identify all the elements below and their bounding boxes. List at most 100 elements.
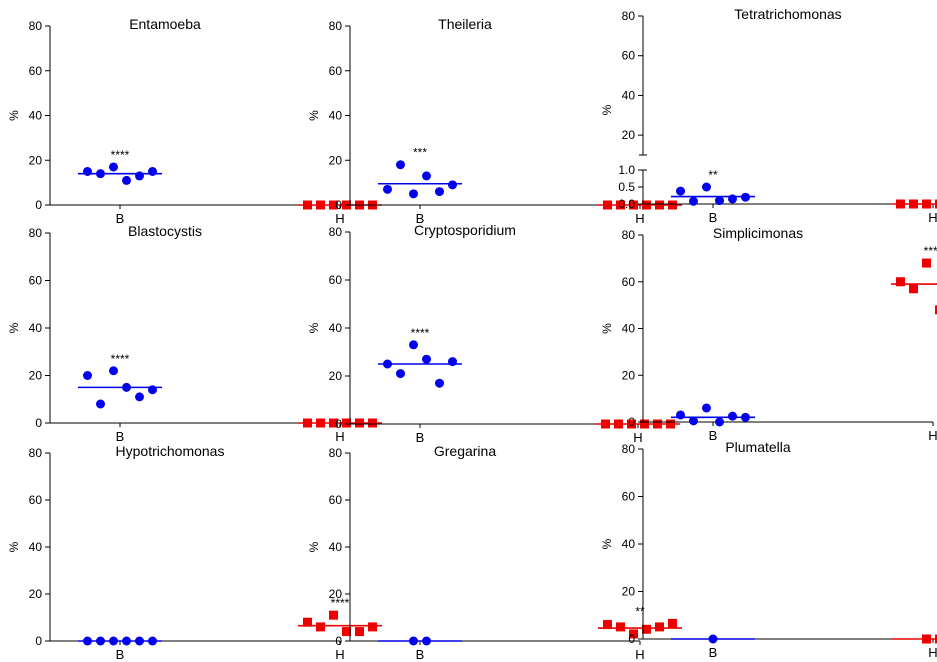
data-point — [383, 359, 392, 369]
y-tick-label: 40 — [622, 537, 636, 551]
data-point — [396, 369, 405, 379]
y-axis-label: % — [7, 541, 21, 552]
panel-title: Blastocystis — [128, 223, 202, 239]
data-point — [896, 277, 905, 287]
significance-label: **** — [924, 244, 937, 258]
data-point — [668, 618, 677, 628]
y-tick-label: 80 — [329, 225, 343, 239]
y-tick-label: 0 — [35, 416, 42, 430]
y-tick-label: 60 — [622, 275, 636, 289]
data-point — [148, 636, 157, 646]
panel-hypotrichomonas: Hypotrichomonas% 0 20 40 60 80 B H **** — [7, 443, 382, 662]
y-tick-label: 80 — [29, 226, 43, 240]
significance-label: ** — [635, 604, 645, 618]
data-point — [715, 417, 724, 427]
x-tick-label: B — [416, 430, 425, 445]
data-point — [702, 403, 711, 413]
panel-gregarina: Gregarina% 0 20 40 60 80 B H ** — [307, 443, 682, 662]
data-point — [689, 196, 698, 206]
panel-title: Hypotrichomonas — [116, 443, 225, 459]
data-point — [676, 186, 685, 196]
data-point — [922, 258, 931, 268]
y-tick-label: 40 — [329, 321, 343, 335]
y-tick-label: 60 — [329, 493, 343, 507]
data-point — [666, 419, 675, 429]
y-tick-label: 40 — [329, 540, 343, 554]
y-axis-label: % — [600, 538, 614, 549]
data-point — [368, 622, 377, 632]
x-tick-label: B — [709, 645, 718, 660]
y-tick-label: 20 — [29, 587, 43, 601]
data-point — [409, 340, 418, 350]
y-tick-label: 40 — [29, 109, 43, 123]
data-point — [614, 419, 623, 429]
data-point — [627, 419, 636, 429]
data-point — [896, 199, 905, 209]
data-point — [383, 184, 392, 194]
y-axis-label: % — [7, 110, 21, 121]
y-tick-label: 0 — [35, 634, 42, 648]
y-tick-label: 20 — [329, 369, 343, 383]
data-point — [122, 636, 131, 646]
panel-cryptosporidium: Cryptosporidium% 0 20 40 60 80 B H **** — [307, 222, 680, 445]
significance-label: **** — [111, 352, 130, 366]
data-point — [83, 166, 92, 176]
data-point — [368, 418, 377, 428]
data-point — [316, 622, 325, 632]
data-point — [396, 160, 405, 170]
data-point — [409, 189, 418, 199]
y-tick-label: 20 — [622, 128, 636, 142]
panel-title: Tetratrichomonas — [734, 6, 841, 22]
x-tick-label: H — [635, 647, 644, 662]
data-point — [303, 418, 312, 428]
data-point — [422, 636, 431, 646]
data-point — [629, 200, 638, 210]
y-tick-label: 80 — [622, 9, 636, 23]
data-point — [409, 636, 418, 646]
x-tick-label: B — [709, 210, 718, 225]
data-point — [83, 371, 92, 380]
data-point — [448, 357, 457, 367]
y-tick-label: 0 — [335, 198, 342, 212]
panel-title: Entamoeba — [129, 16, 201, 32]
x-tick-label: B — [116, 429, 125, 444]
x-tick-label: H — [335, 211, 344, 226]
data-point — [642, 200, 651, 210]
significance-label: ** — [708, 168, 718, 182]
y-tick-label: 60 — [329, 273, 343, 287]
y-tick-label: 1.0 — [618, 163, 635, 177]
y-axis-label: % — [307, 110, 321, 121]
data-point — [355, 418, 364, 428]
y-tick-label: 0.0 — [618, 197, 635, 211]
data-point — [922, 199, 931, 209]
x-tick-label: H — [335, 647, 344, 662]
y-tick-label: 40 — [29, 540, 43, 554]
y-tick-label: 20 — [329, 153, 343, 167]
y-axis-label: % — [307, 541, 321, 552]
data-point — [689, 416, 698, 426]
data-point — [148, 166, 157, 176]
data-point — [135, 171, 144, 181]
data-point — [922, 634, 931, 644]
x-tick-label: B — [116, 211, 125, 226]
data-point — [909, 199, 918, 209]
y-tick-label: 80 — [29, 19, 43, 33]
y-tick-label: 40 — [329, 109, 343, 123]
x-tick-label: H — [928, 428, 937, 443]
data-point — [708, 634, 718, 644]
data-point — [741, 192, 750, 202]
data-point — [135, 636, 144, 646]
panel-tetratrichomonas: Tetratrichomonas% 20 40 60 80 0.0 0.5 1.0 B H ** — [600, 6, 937, 225]
data-point — [640, 419, 649, 429]
data-point — [616, 200, 625, 210]
data-point — [715, 196, 724, 206]
data-point — [601, 419, 610, 429]
data-point — [435, 187, 444, 197]
y-axis-label: % — [307, 322, 321, 333]
data-point — [422, 171, 431, 181]
panel-title: Simplicimonas — [713, 225, 803, 241]
y-axis-label: % — [600, 104, 614, 115]
data-point — [741, 412, 750, 422]
data-point — [135, 392, 144, 402]
